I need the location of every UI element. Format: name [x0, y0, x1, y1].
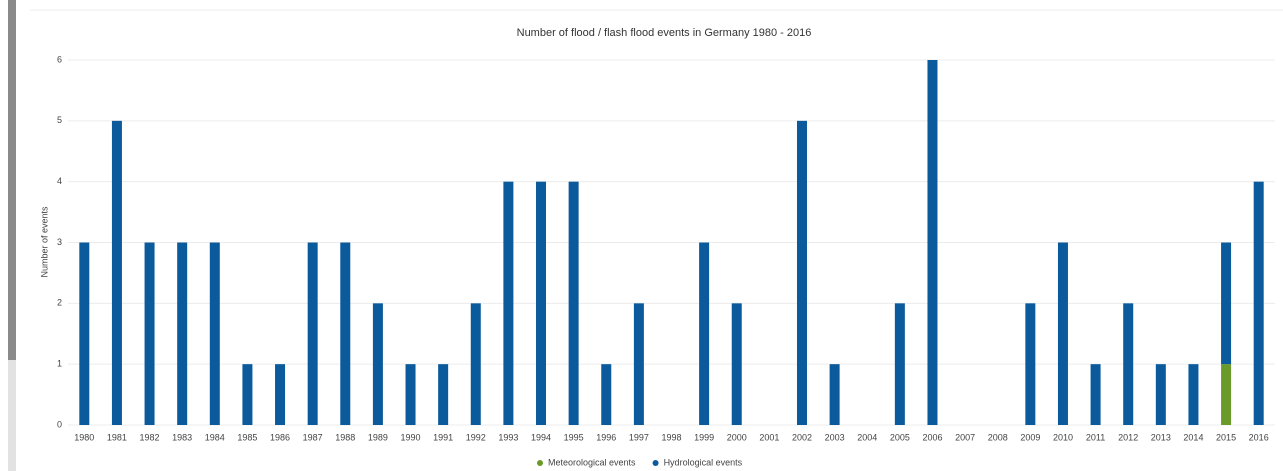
bar-segment [1025, 303, 1036, 425]
bar-segment [536, 181, 547, 425]
chart-title: Number of flood / flash flood events in … [517, 27, 812, 39]
x-tick-label: 1981 [107, 432, 127, 442]
sidebar [8, 0, 16, 360]
bar-segment [1090, 364, 1101, 425]
x-tick-label: 1980 [74, 432, 94, 442]
bar-segment [1057, 242, 1068, 425]
bar-segment [633, 303, 644, 425]
x-tick-label: 1985 [237, 432, 257, 442]
x-tick-label: 1988 [335, 432, 355, 442]
x-tick-label: 2000 [727, 432, 747, 442]
bar-segment [503, 181, 514, 425]
x-tick-label: 1986 [270, 432, 290, 442]
y-tick-label: 6 [57, 54, 62, 64]
bar-segment [405, 364, 416, 425]
x-tick-label: 1982 [140, 432, 160, 442]
bar-segment [1155, 364, 1166, 425]
y-tick-label: 0 [57, 419, 62, 429]
bar-segment [275, 364, 286, 425]
x-tick-label: 1999 [694, 432, 714, 442]
bar-segment [372, 303, 383, 425]
bar-segment [470, 303, 481, 425]
x-tick-label: 2014 [1183, 432, 1203, 442]
x-tick-label: 2015 [1216, 432, 1236, 442]
x-tick-label: 1997 [629, 432, 649, 442]
x-tick-label: 1983 [172, 432, 192, 442]
bar-segment [1221, 242, 1232, 365]
bar-segment [927, 60, 938, 425]
y-tick-label: 3 [57, 237, 62, 247]
bar-segment [340, 242, 351, 425]
y-tick-label: 1 [57, 359, 62, 369]
x-tick-label: 1993 [498, 432, 518, 442]
bar-segment [111, 120, 122, 425]
x-tick-label: 2013 [1151, 432, 1171, 442]
bar-segment [177, 242, 188, 425]
y-axis-label: Number of events [39, 206, 49, 278]
x-tick-label: 2005 [890, 432, 910, 442]
bar-segment [79, 242, 90, 425]
bar-segment [1188, 364, 1199, 425]
x-tick-label: 2006 [922, 432, 942, 442]
x-tick-label: 2001 [759, 432, 779, 442]
y-tick-label: 4 [57, 176, 62, 186]
x-tick-label: 1994 [531, 432, 551, 442]
x-tick-label: 1987 [303, 432, 323, 442]
x-tick-label: 1984 [205, 432, 225, 442]
x-tick-label: 1990 [401, 432, 421, 442]
x-tick-label: 2010 [1053, 432, 1073, 442]
legend-label: Hydrological events [664, 457, 743, 467]
bar-segment [438, 364, 449, 425]
x-tick-label: 1989 [368, 432, 388, 442]
y-tick-label: 2 [57, 298, 62, 308]
x-tick-label: 2012 [1118, 432, 1138, 442]
legend-marker [652, 460, 659, 466]
x-tick-label: 2004 [857, 432, 877, 442]
bar-segment [1123, 303, 1134, 425]
bar-segment [242, 364, 253, 425]
bar-segment [307, 242, 318, 425]
y-tick-label: 5 [57, 115, 62, 125]
x-tick-label: 2002 [792, 432, 812, 442]
x-tick-label: 2008 [988, 432, 1008, 442]
bar-segment [699, 242, 710, 425]
x-tick-label: 1996 [596, 432, 616, 442]
x-tick-label: 1991 [433, 432, 453, 442]
bar-segment [731, 303, 742, 425]
bar-segment [1221, 364, 1232, 425]
x-tick-label: 1995 [564, 432, 584, 442]
x-tick-label: 2011 [1086, 432, 1105, 442]
bar-segment [144, 242, 155, 425]
x-tick-label: 1998 [661, 432, 681, 442]
legend-label: Meteorological events [548, 457, 636, 467]
x-tick-label: 2016 [1249, 432, 1269, 442]
x-tick-label: 2003 [825, 432, 845, 442]
x-tick-label: 2009 [1020, 432, 1040, 442]
x-tick-label: 1992 [466, 432, 486, 442]
bar-segment [829, 364, 840, 425]
bar-segment [209, 242, 220, 425]
legend-marker [537, 460, 543, 466]
x-tick-label: 2007 [955, 432, 975, 442]
bar-segment [1253, 181, 1264, 425]
bar-segment [796, 120, 807, 425]
sidebar-lower [8, 360, 16, 471]
bar-segment [894, 303, 905, 425]
bar-segment [601, 364, 612, 425]
bar-segment [568, 181, 579, 425]
